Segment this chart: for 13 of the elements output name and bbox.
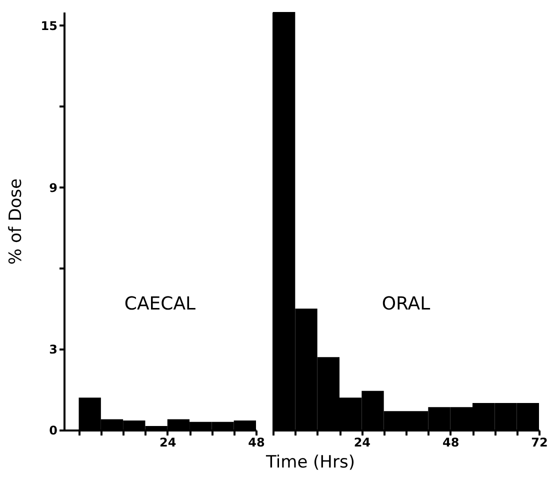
x-axis-title: Time (Hrs): [265, 452, 355, 472]
y-tick-label: 3: [49, 342, 58, 357]
y-tick-label: 0: [49, 424, 58, 438]
annotation: CAECAL: [124, 294, 196, 315]
x-tick-label: 48: [248, 436, 265, 450]
y-tick-label: 15: [40, 18, 58, 33]
y-tick-label: 9: [49, 180, 58, 195]
x-tick-label: 72: [531, 436, 548, 450]
y-axis-title: % of Dose: [6, 178, 26, 265]
x-tick-label: 48: [442, 436, 460, 450]
x-tick-label: 24: [160, 436, 176, 450]
x-tick-label: 24: [354, 436, 371, 450]
annotation: ORAL: [382, 294, 430, 315]
